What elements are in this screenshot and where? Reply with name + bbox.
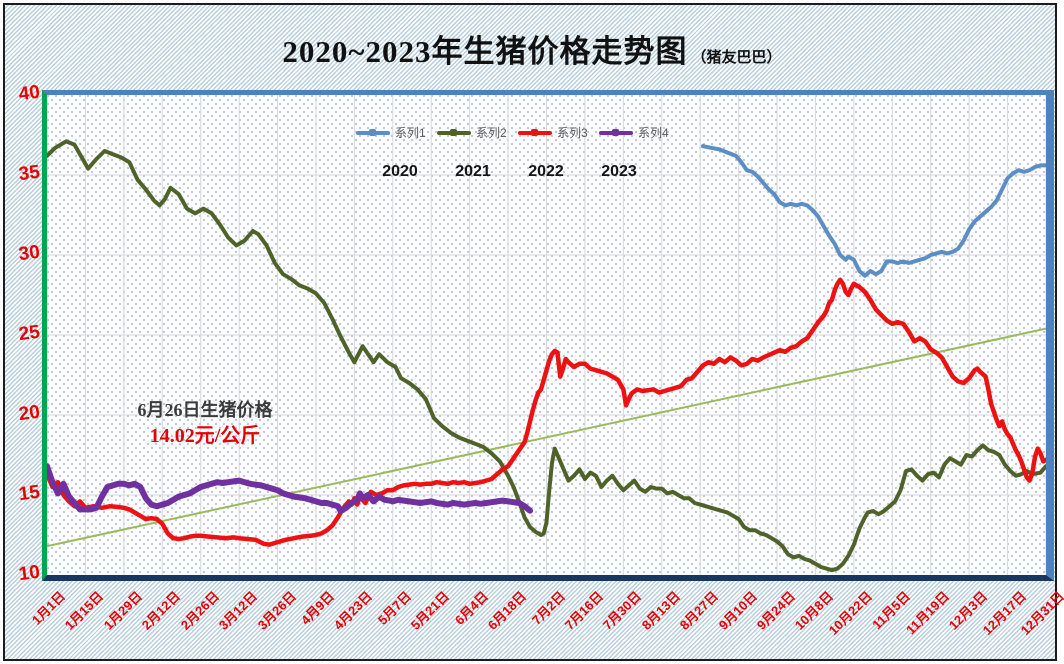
chart-canvas	[47, 95, 1046, 575]
legend-label: 系列2	[476, 126, 507, 140]
y-axis-label: 15	[17, 481, 42, 506]
trend-line	[47, 327, 1046, 548]
series-line-series4	[47, 463, 534, 514]
legend-years: 2020 2021 2022 2023	[377, 163, 642, 181]
legend-item-series1[interactable]: 系列1	[356, 124, 437, 141]
y-axis-label: 20	[17, 401, 42, 426]
legend-line-swatch	[599, 129, 633, 136]
series-line-series2	[47, 139, 1046, 573]
legend-year-2023: 2023	[601, 163, 637, 180]
y-axis-label: 40	[17, 81, 42, 106]
legend-year-2020: 2020	[382, 163, 418, 180]
legend-item-series3[interactable]: 系列3	[518, 124, 599, 141]
legend-marker-icon	[612, 129, 619, 136]
annotation-date-label: 6月26日生猪价格	[137, 400, 273, 420]
y-axis-label: 25	[17, 321, 42, 346]
legend: 系列1 系列2 系列3 系列4	[356, 124, 680, 141]
plot-area	[42, 90, 1054, 581]
chart-title-main: 2020~2023年生猪价格走势图	[282, 34, 688, 69]
chart-title-sub: （猪友巴巴）	[691, 50, 782, 66]
y-axis-label: 35	[17, 161, 42, 186]
chart-title: 2020~2023年生猪价格走势图 （猪友巴巴）	[0, 26, 1064, 71]
legend-line-swatch	[356, 129, 390, 136]
legend-year-2022: 2022	[528, 163, 564, 180]
legend-label: 系列1	[395, 126, 426, 140]
legend-item-series4[interactable]: 系列4	[599, 124, 680, 141]
legend-label: 系列4	[638, 126, 669, 140]
legend-line-swatch	[437, 129, 471, 136]
y-axis-label: 10	[17, 561, 42, 586]
legend-label: 系列3	[557, 126, 588, 140]
price-annotation: 6月26日生猪价格 14.02元/公斤	[110, 397, 300, 449]
legend-item-series2[interactable]: 系列2	[437, 124, 518, 141]
y-axis-label: 30	[17, 241, 42, 266]
legend-year-2021: 2021	[455, 163, 491, 180]
legend-marker-icon	[450, 129, 457, 136]
series-line-series1	[700, 144, 1046, 278]
legend-marker-icon	[369, 129, 376, 136]
legend-marker-icon	[531, 129, 538, 136]
legend-line-swatch	[518, 129, 552, 136]
annotation-price-value: 14.02元/公斤	[149, 425, 261, 447]
series-line-series3	[47, 277, 1046, 547]
